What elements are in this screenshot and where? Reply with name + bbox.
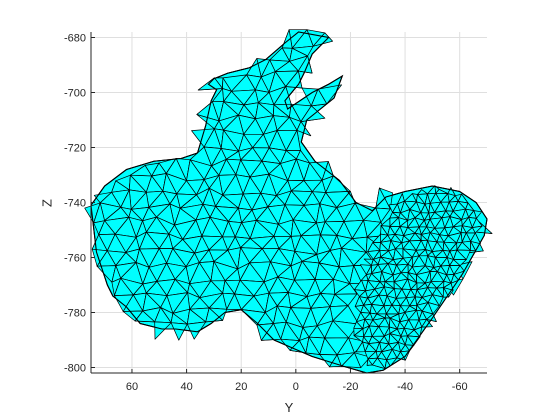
- mesh-face: [372, 357, 386, 369]
- mesh-face: [470, 232, 481, 245]
- y-tick-label: -700: [64, 88, 86, 100]
- y-tick-label: -720: [64, 143, 86, 155]
- mesh-face: [310, 88, 328, 107]
- x-axis-label: Y: [285, 400, 294, 415]
- y-tick-label: -680: [64, 33, 86, 45]
- axes: [90, 32, 487, 374]
- mesh-face: [297, 55, 313, 74]
- x-tick-label: -20: [342, 381, 358, 393]
- mesh-face: [134, 310, 156, 323]
- body-mesh: [84, 29, 493, 369]
- mesh-face: [170, 322, 188, 341]
- x-tick-labels: 60 40 20 0 -20 -40 -60: [126, 381, 468, 393]
- mesh-face: [260, 323, 282, 341]
- mesh-face: [426, 313, 437, 322]
- mesh-face: [289, 340, 307, 354]
- mesh-face: [226, 293, 242, 310]
- y-tick-label: -760: [64, 253, 86, 265]
- mesh-face: [300, 105, 326, 122]
- lobe-mesh: [353, 185, 483, 369]
- y-axis-label: Z: [39, 199, 54, 207]
- mesh-face: [366, 358, 373, 366]
- mesh-face: [355, 341, 366, 353]
- y-tick-label: -740: [64, 198, 86, 210]
- y-tick-label: -800: [64, 363, 86, 375]
- mesh-face: [421, 319, 433, 328]
- x-tick-label: 20: [235, 381, 247, 393]
- mesh-boundary: [90, 31, 488, 374]
- x-tick-label: -60: [452, 381, 468, 393]
- mesh-face: [305, 336, 321, 355]
- x-tick-label: 60: [126, 381, 138, 393]
- mesh-face: [442, 287, 450, 298]
- mesh-face: [329, 354, 342, 368]
- mesh-face: [154, 321, 172, 340]
- mesh-face: [341, 352, 362, 369]
- x-tick-label: -40: [397, 381, 413, 393]
- x-tick-label: 0: [293, 381, 299, 393]
- mesh-face: [450, 274, 459, 284]
- x-tick-label: 40: [180, 381, 192, 393]
- y-tick-labels: -680 -700 -720 -740 -760 -780 -800: [64, 33, 86, 375]
- plot-area: [84, 29, 493, 374]
- mesh-face: [197, 77, 223, 91]
- mesh-face: [285, 70, 303, 89]
- y-tick-label: -780: [64, 308, 86, 320]
- mesh-face: [470, 240, 476, 252]
- surface-mesh: [84, 29, 493, 374]
